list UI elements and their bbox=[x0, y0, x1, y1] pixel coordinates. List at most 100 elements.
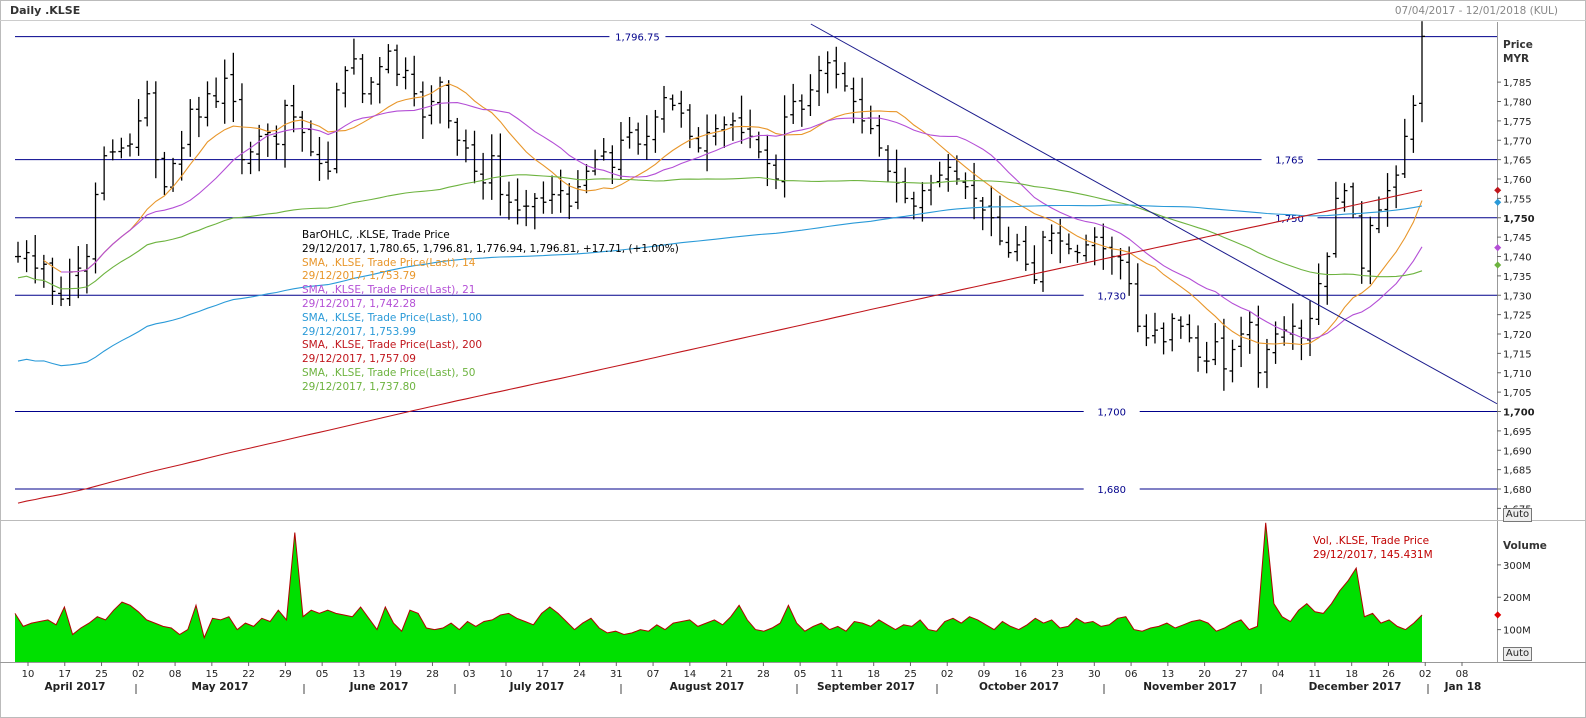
ohlc-bar bbox=[531, 193, 538, 230]
ohlc-bar bbox=[1083, 234, 1090, 262]
ohlc-bar bbox=[1040, 230, 1047, 292]
month-label: November 2017 bbox=[1143, 681, 1237, 693]
ohlc-bar bbox=[66, 258, 73, 306]
ohlc-bar bbox=[256, 124, 263, 172]
legend-bar-title: BarOHLC, .KLSE, Trade Price bbox=[302, 229, 450, 241]
ohlc-bar bbox=[83, 244, 90, 294]
ohlc-bar bbox=[971, 162, 978, 220]
volume-auto-button[interactable]: Auto bbox=[1503, 647, 1532, 661]
date-range: 07/04/2017 - 12/01/2018 (KUL) bbox=[1394, 5, 1558, 17]
level-label-bg bbox=[609, 30, 666, 43]
price-tick-label: 1,695 bbox=[1503, 427, 1532, 438]
ohlc-bar bbox=[75, 246, 82, 299]
ohlc-bar bbox=[350, 38, 357, 75]
ohlc-bar bbox=[712, 114, 719, 146]
day-label: 25 bbox=[904, 669, 917, 680]
ohlc-bar bbox=[772, 154, 779, 190]
sma200-line bbox=[17, 189, 1423, 504]
ohlc-bar bbox=[1350, 182, 1357, 219]
price-currency-caption: MYR bbox=[1503, 53, 1530, 65]
ohlc-bar bbox=[1186, 314, 1193, 343]
level-marker bbox=[1494, 261, 1502, 269]
month-label: Jan 18 bbox=[1444, 681, 1482, 693]
ohlc-bar bbox=[1134, 263, 1141, 333]
price-tick-label: 1,735 bbox=[1503, 272, 1532, 283]
price-tick-label: 1,730 bbox=[1503, 291, 1532, 302]
ohlc-bar bbox=[523, 189, 530, 227]
ohlc-bar bbox=[1212, 323, 1219, 366]
ohlc-bar bbox=[307, 120, 314, 157]
day-label: 02 bbox=[1419, 669, 1432, 680]
ohlc-bar bbox=[178, 130, 185, 181]
month-label: July 2017 bbox=[509, 681, 565, 693]
day-label: 18 bbox=[1345, 669, 1358, 680]
ohlc-bar bbox=[204, 81, 211, 127]
month-label: April 2017 bbox=[45, 681, 106, 693]
day-label: 07 bbox=[647, 669, 660, 680]
price-tick-label: 1,710 bbox=[1503, 369, 1532, 380]
ohlc-bar bbox=[988, 185, 995, 237]
ohlc-bar bbox=[1410, 95, 1417, 153]
day-label: 14 bbox=[683, 669, 696, 680]
day-label: 10 bbox=[500, 669, 513, 680]
month-label: August 2017 bbox=[670, 681, 745, 693]
price-tick-label: 1,690 bbox=[1503, 446, 1532, 457]
ohlc-bar bbox=[798, 94, 805, 127]
day-label: 25 bbox=[95, 669, 108, 680]
ohlc-bar bbox=[1126, 246, 1133, 296]
ohlc-bar bbox=[402, 57, 409, 90]
ohlc-bar bbox=[1065, 233, 1072, 255]
ohlc-bar bbox=[1169, 313, 1176, 352]
ohlc-bar bbox=[126, 133, 133, 157]
day-label: 30 bbox=[1088, 669, 1101, 680]
day-label: 09 bbox=[978, 669, 991, 680]
ohlc-bar bbox=[376, 57, 383, 104]
ohlc-bar bbox=[480, 152, 487, 200]
ohlc-bar bbox=[1143, 314, 1150, 347]
day-label: 28 bbox=[426, 669, 439, 680]
level-label-bg bbox=[1083, 289, 1140, 302]
legend-sma100-name: SMA, .KLSE, Trade Price(Last), 100 bbox=[302, 311, 483, 324]
ohlc-bar bbox=[342, 66, 349, 108]
ohlc-bar bbox=[928, 174, 935, 206]
price-tick-label: 1,750 bbox=[1503, 214, 1535, 225]
day-label: 02 bbox=[132, 669, 145, 680]
ohlc-bar bbox=[850, 77, 857, 124]
ohlc-bar bbox=[1263, 338, 1270, 389]
price-tick-label: 1,765 bbox=[1503, 156, 1532, 167]
ohlc-bar bbox=[316, 136, 323, 181]
ohlc-bar bbox=[1195, 325, 1202, 372]
legend-sma200-value: 29/12/2017, 1,757.09 bbox=[302, 353, 416, 366]
ohlc-bar bbox=[40, 254, 47, 288]
ohlc-bar bbox=[419, 81, 426, 139]
ohlc-bar bbox=[695, 127, 702, 153]
ohlc-bar bbox=[1255, 305, 1262, 388]
price-tick-label: 1,715 bbox=[1503, 349, 1532, 360]
ohlc-bar bbox=[1117, 248, 1124, 280]
price-tick-label: 1,745 bbox=[1503, 233, 1532, 244]
price-legend: BarOHLC, .KLSE, Trade Price 29/12/2017, … bbox=[302, 229, 679, 395]
price-tick-label: 1,770 bbox=[1503, 136, 1532, 147]
price-auto-button[interactable]: Auto bbox=[1503, 508, 1532, 522]
ohlc-bar bbox=[101, 146, 108, 201]
volume-legend: Vol, .KLSE, Trade Price 29/12/2017, 145.… bbox=[1313, 535, 1433, 563]
ohlc-bar bbox=[1108, 236, 1115, 275]
volume-legend-value: 29/12/2017, 145.431M bbox=[1313, 548, 1433, 561]
volume-tick-label: 100M bbox=[1503, 626, 1531, 637]
ohlc-bar bbox=[368, 77, 375, 105]
price-tick-label: 1,775 bbox=[1503, 117, 1532, 128]
legend-sma14-name: SMA, .KLSE, Trade Price(Last), 14 bbox=[302, 256, 476, 269]
ohlc-bar bbox=[23, 240, 30, 273]
level-label: 1,680 bbox=[1097, 485, 1126, 496]
volume-tick-label: 300M bbox=[1503, 561, 1531, 572]
ohlc-bar bbox=[428, 85, 435, 125]
month-label: October 2017 bbox=[979, 681, 1059, 693]
day-label: 19 bbox=[389, 669, 402, 680]
ohlc-bar bbox=[1358, 201, 1365, 284]
ohlc-bar bbox=[359, 54, 366, 104]
legend-bar-values: 29/12/2017, 1,780.65, 1,796.81, 1,776.94… bbox=[302, 242, 679, 255]
ohlc-bar bbox=[462, 129, 469, 163]
ohlc-bar bbox=[221, 59, 228, 124]
ohlc-bar bbox=[1048, 224, 1055, 255]
